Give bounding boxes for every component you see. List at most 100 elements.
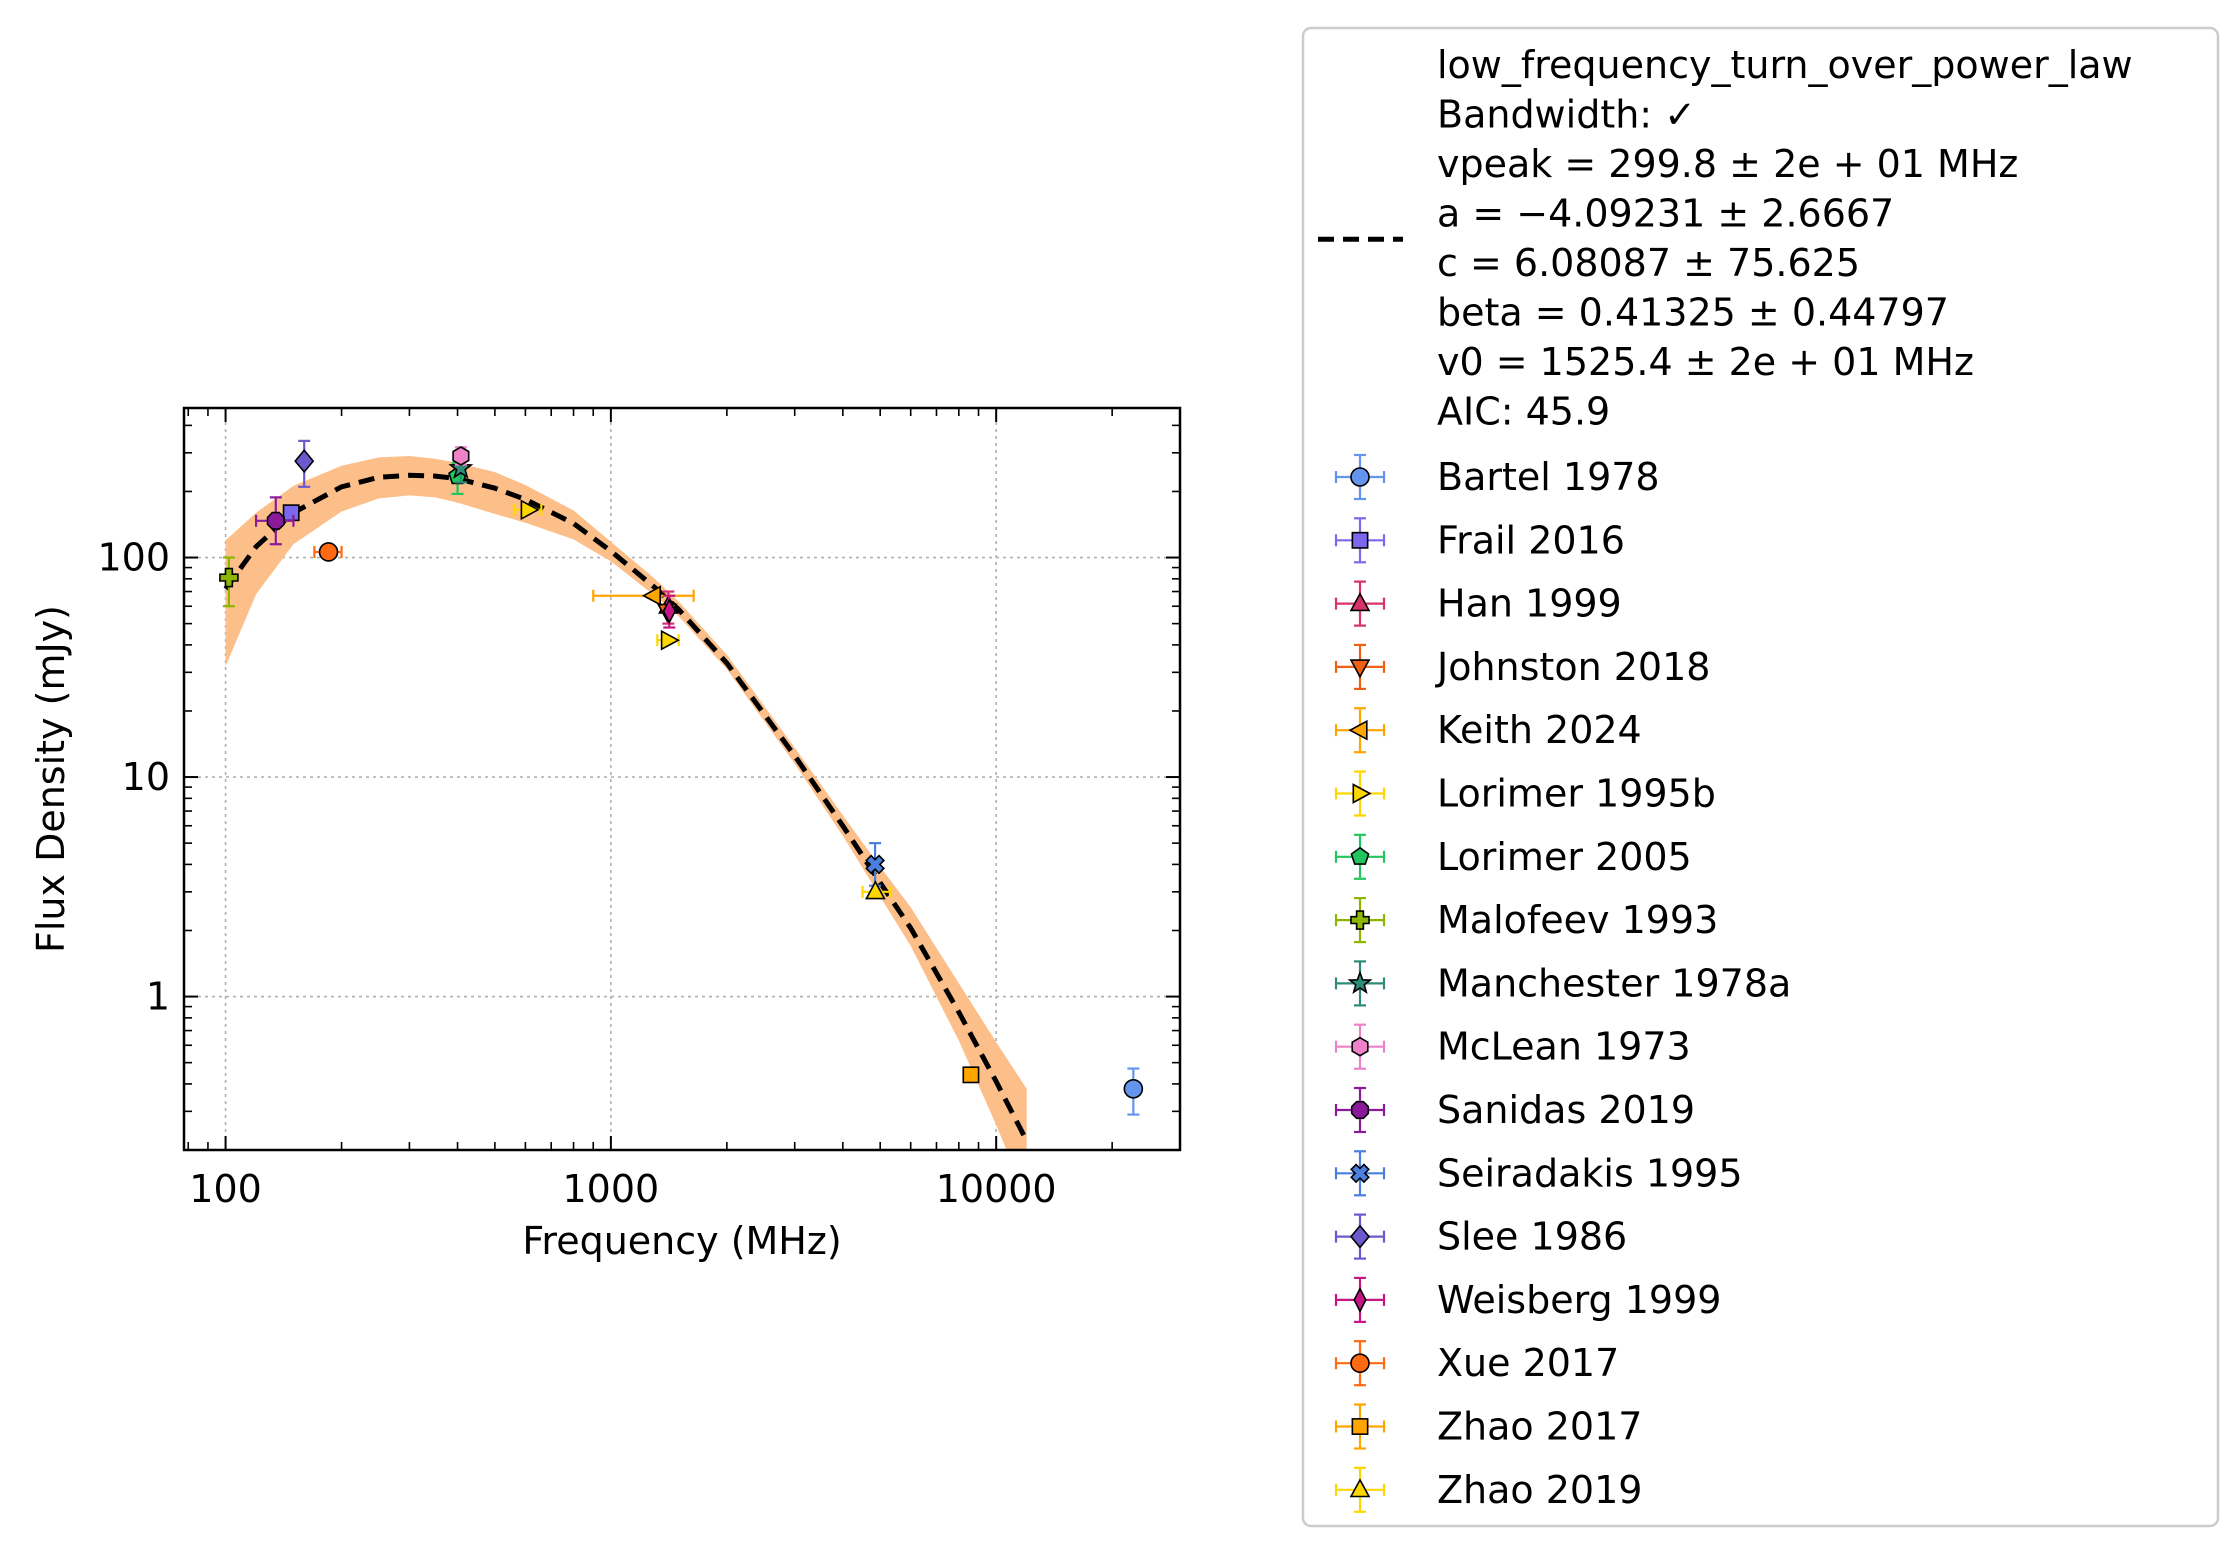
legend-label: Han 1999: [1437, 582, 1622, 626]
series-13: [662, 594, 677, 629]
legend-fit-label-line: AIC: 45.9: [1437, 390, 1610, 434]
data-point: [520, 499, 540, 521]
fit-curve: [223, 472, 1029, 1143]
legend-marker: [1347, 970, 1373, 994]
legend-marker: [1353, 1286, 1367, 1313]
x-tick-label: 100: [189, 1167, 262, 1211]
data-point: [641, 585, 662, 607]
legend-marker: [1351, 1418, 1369, 1435]
legend-marker: [1350, 910, 1370, 930]
legend-fit-label-line: low_frequency_turn_over_power_law: [1437, 43, 2133, 87]
legend-fit-entry: low_frequency_turn_over_power_law Bandwid…: [1318, 43, 2133, 434]
legend-fit-label-line: a = −4.09231 ± 2.6667: [1437, 192, 1894, 236]
legend-label: Frail 2016: [1437, 518, 1625, 562]
legend-label: Xue 2017: [1437, 1341, 1619, 1385]
legend-label: Johnston 2018: [1435, 645, 1710, 689]
y-tick-label: 100: [97, 536, 170, 580]
plot-area: 100 1000 10000 1 10 100: [97, 406, 1182, 1211]
legend-entry: Malofeev 1993: [1334, 896, 1718, 944]
data-point: [662, 598, 677, 625]
legend-entry: Lorimer 1995b: [1334, 770, 1716, 817]
series-4: [592, 585, 695, 607]
legend-entry: Frail 2016: [1334, 517, 1625, 564]
fit-line: [223, 472, 1029, 1143]
legend-marker: [1350, 467, 1370, 487]
legend-marker: [1349, 1224, 1371, 1249]
plot-frame: [182, 406, 1182, 1152]
y-tick-label: 10: [122, 755, 170, 799]
axis-ticks: 100 1000 10000 1 10 100: [97, 408, 1180, 1211]
legend-marker: [1351, 531, 1369, 549]
legend-marker: [1350, 1353, 1370, 1373]
legend-label: Slee 1986: [1437, 1215, 1627, 1259]
legend-fit-label-line: v0 = 1525.4 ± 2e + 01 MHz: [1437, 340, 1974, 384]
legend-label: Seiradakis 1995: [1437, 1151, 1743, 1195]
series-0: [1123, 1067, 1144, 1116]
legend-label: Zhao 2019: [1437, 1468, 1642, 1512]
legend-entry: Slee 1986: [1334, 1213, 1627, 1260]
series-15: [962, 1066, 980, 1084]
legend-entry: Johnston 2018: [1334, 643, 1710, 691]
series-7: [219, 556, 239, 608]
legend-label: Bartel 1978: [1437, 455, 1660, 499]
legend-entry: Sanidas 2019: [1334, 1086, 1695, 1134]
legend-marker: [1348, 719, 1368, 741]
series-11: [865, 842, 886, 887]
data-point: [294, 449, 315, 474]
legend-label: Keith 2024: [1437, 708, 1642, 752]
y-axis-title: Flux Density (mJy): [29, 605, 73, 953]
legend-marker: [1350, 846, 1370, 865]
data-point: [865, 880, 886, 900]
data-point: [865, 854, 886, 875]
legend-fit-label-line: beta = 0.41325 ± 0.44797: [1437, 291, 1949, 335]
legend-entry: Weisberg 1999: [1334, 1276, 1721, 1324]
legend-entry: Manchester 1978a: [1334, 960, 1791, 1007]
x-tick-label: 10000: [936, 1167, 1057, 1211]
data-point: [219, 567, 239, 588]
data-point: [660, 629, 680, 651]
legend-fit-label-line: Bandwidth: ✓: [1437, 93, 1696, 137]
legend-entry: McLean 1973: [1334, 1023, 1691, 1070]
data-point: [962, 1066, 980, 1084]
legend-label: Lorimer 2005: [1437, 835, 1692, 879]
legend-marker: [1351, 1036, 1369, 1057]
data-point: [448, 455, 474, 479]
legend-entry: Zhao 2017: [1334, 1403, 1642, 1450]
fit-uncertainty-band: [225, 456, 1027, 1150]
legend-fit-label-line: vpeak = 299.8 ± 2e + 01 MHz: [1437, 142, 2018, 186]
series-1: [282, 504, 300, 522]
data-point: [1123, 1079, 1144, 1099]
legend-marker: [1349, 1478, 1371, 1498]
data-point: [318, 542, 339, 562]
plot-background: [184, 408, 1180, 1150]
legend-marker: [1349, 659, 1371, 679]
x-tick-label: 1000: [563, 1167, 660, 1211]
legend-entry: Bartel 1978: [1334, 453, 1660, 501]
legend-entry: Xue 2017: [1334, 1340, 1619, 1387]
legend-label: Lorimer 1995b: [1437, 772, 1716, 816]
fit-band: [225, 456, 1027, 1150]
legend-label: Zhao 2017: [1437, 1405, 1642, 1449]
legend-label: Weisberg 1999: [1437, 1278, 1721, 1322]
grid: [184, 408, 1180, 1150]
legend-entry: Keith 2024: [1334, 707, 1642, 754]
legend-label: Sanidas 2019: [1437, 1088, 1695, 1132]
legend-marker: [1350, 1163, 1370, 1184]
legend-label: Manchester 1978a: [1437, 961, 1791, 1005]
y-tick-label: 1: [146, 975, 170, 1019]
series-10: [254, 496, 295, 546]
legend-entry: Lorimer 2005: [1334, 833, 1692, 880]
data-point: [282, 504, 300, 522]
legend-entry: Zhao 2019: [1334, 1466, 1642, 1513]
legend-series-entries: Bartel 1978 Frail 2016 Han 1999 Johnston 20…: [1334, 453, 1791, 1513]
data-point: [266, 511, 285, 530]
series-14: [313, 542, 343, 562]
data-point: [452, 446, 470, 466]
legend-frame: [1301, 26, 2220, 1528]
series-5: [512, 499, 680, 651]
legend-label: McLean 1973: [1437, 1025, 1691, 1069]
x-axis-title: Frequency (MHz): [522, 1219, 841, 1263]
series-9: [452, 446, 470, 466]
legend-marker: [1349, 592, 1371, 612]
